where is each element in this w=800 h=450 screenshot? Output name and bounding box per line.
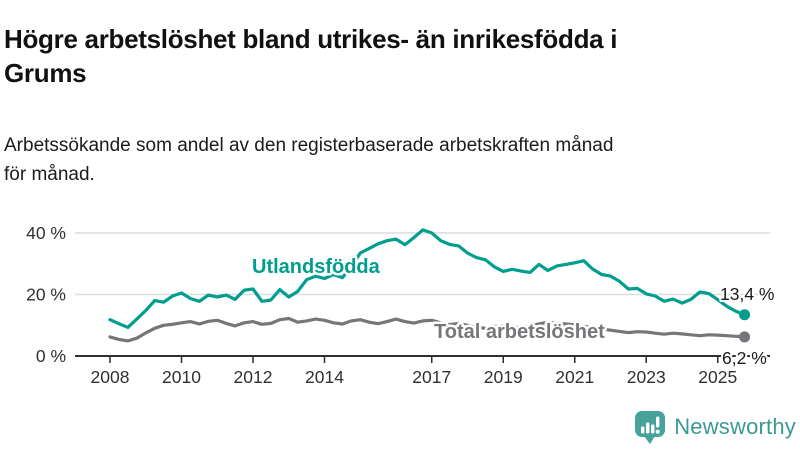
- newsworthy-wordmark: Newsworthy: [674, 414, 796, 439]
- total-arbetsloshet-line: [108, 316, 747, 343]
- newsworthy-speech-bubble-chart-icon: [635, 411, 666, 444]
- x-tick-label: 2023: [627, 367, 666, 387]
- series-lines: [108, 228, 751, 343]
- y-tick-label: 40 %: [26, 223, 66, 243]
- series-label-total-arbetsloshet: Total arbetslöshet: [434, 321, 605, 343]
- newsworthy-logo[interactable]: Newsworthy: [634, 410, 796, 444]
- x-tick-label: 2017: [412, 367, 451, 387]
- chart-subtitle: Arbetssökande som andel av den registerb…: [4, 135, 614, 185]
- utlandsfodda-line: [108, 228, 747, 329]
- x-tick-label: 2025: [698, 367, 737, 387]
- x-tick-label: 2008: [91, 367, 130, 387]
- y-tick-label: 20 %: [26, 285, 66, 305]
- end-value-label-utlandsfodda: 13,4 %: [720, 284, 774, 304]
- series-label-utlandsfodda: Utlandsfödda: [252, 256, 381, 278]
- x-tick-label: 2014: [305, 367, 344, 387]
- utlandsfodda-end-dot: [739, 309, 751, 321]
- total-arbetsloshet-end-dot: [739, 331, 751, 343]
- gridlines: 0 % 20 % 40 %: [26, 223, 770, 366]
- y-tick-label: 0 %: [36, 346, 66, 366]
- end-value-label-total: 6,2 %: [722, 348, 767, 368]
- x-tick-label: 2021: [555, 367, 594, 387]
- x-tick-label: 2019: [484, 367, 523, 387]
- page-title: Högre arbetslöshet bland utrikes- än inr…: [4, 24, 618, 88]
- x-tick-label: 2010: [162, 367, 201, 387]
- x-axis: 2008 2010 2012 2014 2017 2019 2021 2023 2025: [91, 357, 737, 387]
- x-tick-label: 2012: [234, 367, 273, 387]
